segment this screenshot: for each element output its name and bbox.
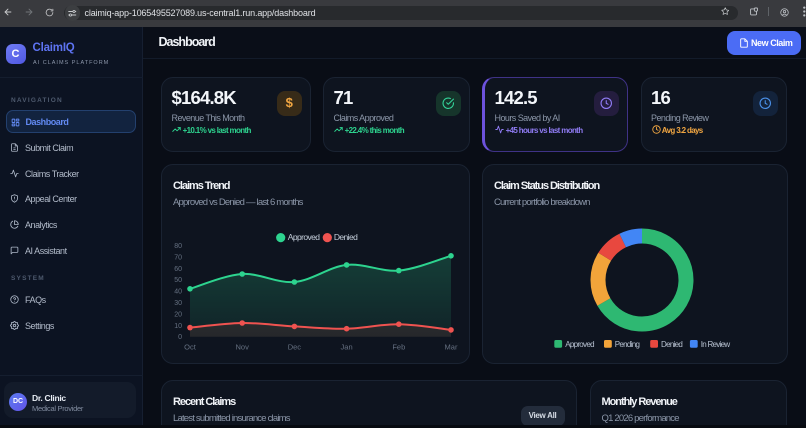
svg-text:40: 40 (174, 289, 182, 296)
svg-text:Feb: Feb (392, 343, 405, 352)
svg-text:In Review: In Review (701, 340, 731, 349)
svg-text:0: 0 (178, 334, 182, 341)
svg-text:10: 10 (174, 323, 182, 330)
svg-text:60: 60 (174, 266, 182, 273)
svg-text:Dec: Dec (288, 343, 302, 352)
svg-text:50: 50 (174, 277, 182, 284)
svg-text:20: 20 (174, 311, 182, 318)
svg-text:Denied: Denied (661, 340, 682, 349)
svg-text:80: 80 (174, 243, 182, 250)
svg-text:Nov: Nov (236, 343, 250, 352)
svg-text:Oct: Oct (184, 343, 197, 352)
svg-text:Approved: Approved (288, 232, 320, 242)
svg-text:Mar: Mar (445, 343, 458, 352)
svg-text:70: 70 (174, 254, 182, 261)
svg-text:Pending: Pending (615, 340, 640, 349)
svg-text:Approved: Approved (565, 340, 594, 349)
svg-text:Jan: Jan (341, 343, 353, 352)
svg-text:30: 30 (174, 300, 182, 307)
svg-text:Denied: Denied (334, 232, 358, 242)
